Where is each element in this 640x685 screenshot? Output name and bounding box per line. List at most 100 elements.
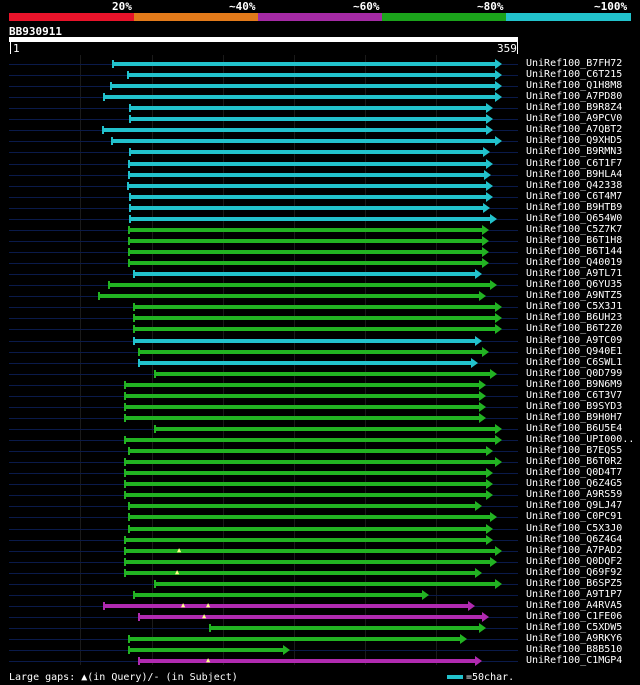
hit-name[interactable]: UniRef100_B8B510: [526, 644, 623, 656]
hit-row[interactable]: UniRef100_B6UH23: [0, 312, 640, 324]
hit-name[interactable]: UniRef100_B7EQS5: [526, 445, 623, 457]
hit-row[interactable]: ▲ UniRef100_C1FE06: [0, 611, 640, 623]
hit-name[interactable]: UniRef100_Q69F92: [526, 566, 623, 578]
hit-row[interactable]: UniRef100_A9NTZ5: [0, 290, 640, 302]
alignment-bar[interactable]: [124, 559, 492, 564]
alignment-bar[interactable]: [124, 404, 481, 409]
hit-row[interactable]: UniRef100_Q6Z4G5: [0, 478, 640, 490]
hit-name[interactable]: UniRef100_UPI000..: [526, 434, 635, 446]
alignment-bar[interactable]: [128, 648, 285, 653]
hit-name[interactable]: UniRef100_B6T2Z0: [526, 323, 623, 335]
hit-name[interactable]: UniRef100_B6UH23: [526, 312, 623, 324]
alignment-bar[interactable]: [138, 659, 477, 664]
hit-row[interactable]: UniRef100_B9RMN3: [0, 146, 640, 158]
hit-row[interactable]: UniRef100_B7EQS5: [0, 445, 640, 457]
alignment-bar[interactable]: [124, 460, 497, 465]
hit-name[interactable]: UniRef100_B6T0R2: [526, 456, 623, 468]
hit-row[interactable]: UniRef100_C6T215: [0, 69, 640, 81]
hit-row[interactable]: UniRef100_B6T144: [0, 246, 640, 258]
alignment-bar[interactable]: [124, 482, 488, 487]
hit-row[interactable]: UniRef100_UPI000..: [0, 434, 640, 446]
hit-row[interactable]: ▲ ▲ UniRef100_A4RVA5: [0, 599, 640, 612]
alignment-bar[interactable]: [128, 161, 488, 166]
alignment-bar[interactable]: [124, 471, 488, 476]
alignment-bar[interactable]: [128, 261, 484, 266]
hit-row[interactable]: UniRef100_A9TL71: [0, 268, 640, 280]
hit-name[interactable]: UniRef100_B9H0H7: [526, 411, 623, 423]
hit-name[interactable]: UniRef100_B9SYD3: [526, 400, 623, 412]
alignment-bar[interactable]: [138, 615, 484, 619]
hit-row[interactable]: UniRef100_A9TC09: [0, 335, 640, 347]
hit-name[interactable]: UniRef100_Q0D4T7: [526, 467, 623, 479]
hit-name[interactable]: UniRef100_Q1H8M8: [526, 80, 623, 92]
hit-row[interactable]: ▲ UniRef100_Q69F92: [0, 566, 640, 579]
hit-row[interactable]: UniRef100_Q42338: [0, 180, 640, 192]
alignment-bar[interactable]: [111, 139, 497, 144]
hit-name[interactable]: UniRef100_B6U5E4: [526, 422, 623, 434]
alignment-bar[interactable]: [98, 294, 481, 299]
alignment-bar[interactable]: [124, 493, 488, 498]
hit-name[interactable]: UniRef100_B9RMN3: [526, 146, 623, 158]
hit-row[interactable]: UniRef100_C5X3J0: [0, 523, 640, 535]
hit-row[interactable]: UniRef100_Q6Z4G4: [0, 534, 640, 546]
hit-name[interactable]: UniRef100_C6T4M7: [526, 190, 623, 202]
hit-name[interactable]: UniRef100_Q0D799: [526, 367, 623, 379]
hit-name[interactable]: UniRef100_Q6YU35: [526, 279, 623, 291]
alignment-bar[interactable]: [102, 128, 488, 133]
hit-row[interactable]: UniRef100_B6U5E4: [0, 422, 640, 435]
alignment-bar[interactable]: [128, 250, 484, 255]
alignment-bar[interactable]: [129, 194, 488, 199]
alignment-bar[interactable]: [124, 382, 481, 387]
hit-row[interactable]: UniRef100_Q40019: [0, 257, 640, 269]
hit-row[interactable]: UniRef100_B7FH72: [0, 58, 640, 70]
hit-name[interactable]: UniRef100_C1MGP4: [526, 655, 623, 667]
alignment-bar[interactable]: [129, 205, 485, 210]
alignment-bar[interactable]: [127, 73, 497, 78]
hit-row[interactable]: UniRef100_A9T1P7: [0, 589, 640, 601]
hit-name[interactable]: UniRef100_Q940E1: [526, 345, 623, 357]
hit-name[interactable]: UniRef100_A4RVA5: [526, 599, 623, 611]
hit-name[interactable]: UniRef100_Q9XHD5: [526, 135, 623, 147]
alignment-bar[interactable]: [128, 526, 488, 531]
hit-row[interactable]: UniRef100_Q940E1: [0, 345, 640, 358]
hit-row[interactable]: UniRef100_C6T4M7: [0, 190, 640, 203]
hit-row[interactable]: UniRef100_A9RKY6: [0, 633, 640, 645]
alignment-bar[interactable]: [128, 637, 462, 642]
hit-name[interactable]: UniRef100_C5X3J1: [526, 301, 623, 313]
alignment-bar[interactable]: [128, 504, 477, 509]
hit-row[interactable]: UniRef100_C0PC91: [0, 511, 640, 523]
alignment-bar[interactable]: [154, 581, 497, 586]
hit-row[interactable]: UniRef100_Q6YU35: [0, 279, 640, 291]
hit-name[interactable]: UniRef100_B6T144: [526, 246, 623, 258]
hit-name[interactable]: UniRef100_Q6Z4G5: [526, 478, 623, 490]
hit-name[interactable]: UniRef100_B6SPZ5: [526, 577, 623, 589]
hit-row[interactable]: UniRef100_B9R8Z4: [0, 102, 640, 114]
hit-name[interactable]: UniRef100_B9N6M9: [526, 378, 623, 390]
hit-name[interactable]: UniRef100_A7PD80: [526, 91, 623, 103]
alignment-bar[interactable]: [154, 426, 497, 431]
alignment-bar[interactable]: [129, 117, 488, 122]
alignment-bar[interactable]: [154, 371, 492, 376]
hit-name[interactable]: UniRef100_B6T1H8: [526, 234, 623, 246]
alignment-bar[interactable]: [103, 603, 470, 608]
alignment-bar[interactable]: [124, 438, 497, 443]
hit-name[interactable]: UniRef100_Q654W0: [526, 212, 623, 224]
alignment-bar[interactable]: [128, 227, 484, 232]
hit-row[interactable]: UniRef100_A9RS59: [0, 489, 640, 501]
alignment-bar[interactable]: [129, 216, 492, 221]
hit-row[interactable]: UniRef100_Q0DQF2: [0, 556, 640, 568]
alignment-bar[interactable]: [124, 393, 481, 398]
alignment-bar[interactable]: [124, 570, 477, 575]
hit-name[interactable]: UniRef100_Q40019: [526, 257, 623, 269]
hit-name[interactable]: UniRef100_B9HLA4: [526, 168, 623, 180]
hit-name[interactable]: UniRef100_C6T3V7: [526, 389, 623, 401]
alignment-bar[interactable]: [110, 84, 497, 89]
hit-name[interactable]: UniRef100_B9HTB9: [526, 201, 623, 213]
hit-row[interactable]: UniRef100_Q0D799: [0, 367, 640, 380]
hit-row[interactable]: UniRef100_Q9XHD5: [0, 135, 640, 147]
hit-name[interactable]: UniRef100_A9RS59: [526, 489, 623, 501]
hit-name[interactable]: UniRef100_B9R8Z4: [526, 102, 623, 114]
hit-row[interactable]: UniRef100_B9N6M9: [0, 378, 640, 391]
alignment-bar[interactable]: [133, 327, 497, 332]
hit-name[interactable]: UniRef100_C6SWL1: [526, 356, 623, 368]
